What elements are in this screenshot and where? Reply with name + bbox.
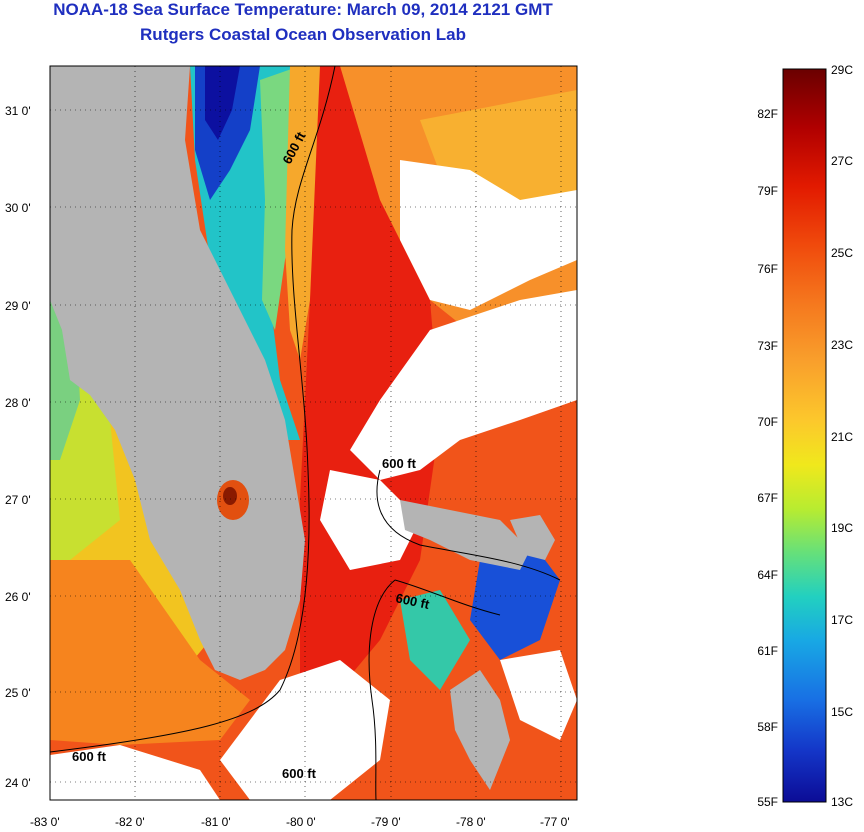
celsius-label: 25C: [831, 246, 853, 260]
lat-tick-label: 27 0': [5, 493, 31, 507]
contour-label: 600 ft: [394, 590, 431, 612]
lat-tick-label: 29 0': [5, 299, 31, 313]
lat-tick-label: 31 0': [5, 104, 31, 118]
fahrenheit-label: 55F: [757, 795, 778, 809]
celsius-label: 13C: [831, 795, 853, 809]
fahrenheit-label: 70F: [757, 415, 778, 429]
contour-label: 600 ft: [282, 766, 317, 781]
longitude-axis: -83 0' -82 0' -81 0' -80 0' -79 0' -78 0…: [30, 815, 570, 829]
celsius-label: 21C: [831, 430, 853, 444]
lon-tick-label: -78 0': [456, 815, 486, 829]
fahrenheit-label: 79F: [757, 184, 778, 198]
fahrenheit-label: 76F: [757, 262, 778, 276]
celsius-label: 19C: [831, 521, 853, 535]
lat-tick-label: 28 0': [5, 396, 31, 410]
florida-land: [50, 66, 305, 680]
celsius-label: 23C: [831, 338, 853, 352]
celsius-label: 27C: [831, 154, 853, 168]
lon-tick-label: -81 0': [201, 815, 231, 829]
lon-tick-label: -79 0': [371, 815, 401, 829]
fahrenheit-label: 58F: [757, 720, 778, 734]
lat-tick-label: 25 0': [5, 686, 31, 700]
map-panel: [50, 66, 577, 800]
lat-tick-label: 30 0': [5, 201, 31, 215]
temperature-colorbar: 29C 27C 25C 23C 21C 19C 17C 15C 13C 82F …: [757, 63, 853, 809]
map-title: NOAA-18 Sea Surface Temperature: March 0…: [53, 0, 553, 19]
lon-tick-label: -80 0': [286, 815, 316, 829]
celsius-label: 17C: [831, 613, 853, 627]
contour-label: 600 ft: [382, 456, 417, 471]
fahrenheit-label: 67F: [757, 491, 778, 505]
contour-label: 600 ft: [72, 749, 107, 764]
fahrenheit-label: 61F: [757, 644, 778, 658]
lat-tick-label: 26 0': [5, 590, 31, 604]
lat-tick-label: 24 0': [5, 776, 31, 790]
colorbar-gradient: [782, 68, 827, 803]
latitude-axis: 31 0' 30 0' 29 0' 28 0' 27 0' 26 0' 25 0…: [5, 104, 31, 790]
fahrenheit-label: 82F: [757, 107, 778, 121]
contour-600ft-west: [50, 66, 336, 753]
cloud-cover: [400, 160, 577, 310]
celsius-label: 15C: [831, 705, 853, 719]
map-subtitle: Rutgers Coastal Ocean Observation Lab: [140, 25, 466, 44]
fahrenheit-label: 73F: [757, 339, 778, 353]
celsius-label: 29C: [831, 63, 853, 77]
fahrenheit-label: 64F: [757, 568, 778, 582]
lon-tick-label: -82 0': [115, 815, 145, 829]
lon-tick-label: -77 0': [540, 815, 570, 829]
lon-tick-label: -83 0': [30, 815, 60, 829]
bahamas-land: [400, 500, 530, 570]
map-frame: [49, 65, 578, 801]
